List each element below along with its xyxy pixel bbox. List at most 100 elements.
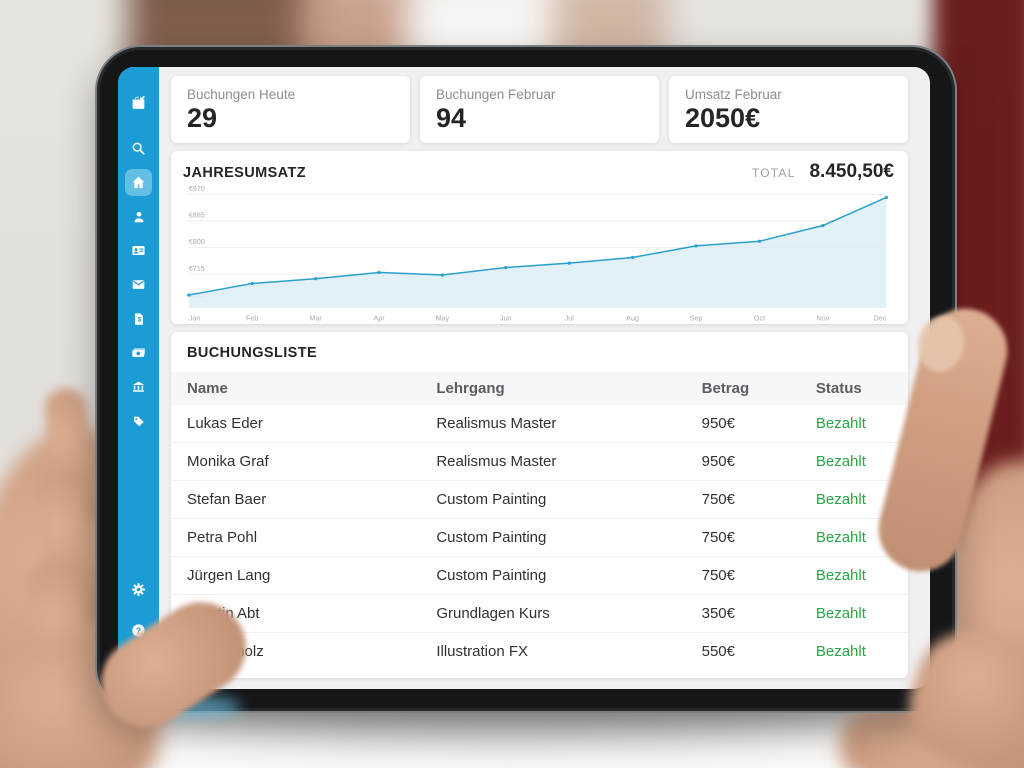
cell-betrag: 750€: [701, 567, 735, 584]
cell-status: Bezahlt: [815, 415, 866, 432]
svg-text:?: ?: [136, 625, 141, 635]
sidebar-item-home[interactable]: [125, 169, 152, 196]
column-header-betrag: Betrag: [701, 380, 750, 397]
chart-point: [757, 239, 762, 243]
x-tick-label: Dec: [874, 314, 887, 322]
svg-text:$: $: [137, 316, 141, 323]
sidebar-item-payments[interactable]: [125, 339, 152, 366]
y-tick-label: €715: [189, 265, 205, 273]
cell-name: Stefan Baer: [187, 491, 267, 508]
chart-point: [631, 255, 635, 260]
mail-icon: [131, 277, 146, 292]
y-tick-label: €970: [189, 185, 205, 193]
x-tick-label: Sep: [690, 314, 703, 322]
sidebar-bottom: ?: [125, 572, 152, 677]
sidebar-item-contacts[interactable]: [125, 237, 152, 264]
cell-name: Monika Graf: [187, 453, 269, 470]
cell-name: Udo Scholz: [187, 643, 264, 660]
cell-lehrgang: Illustration FX: [436, 643, 529, 660]
cell-status: Bezahlt: [815, 491, 866, 508]
x-tick-label: Oct: [754, 314, 765, 322]
table-row[interactable]: Stefan Baer Custom Painting 750€ Bezahlt: [171, 481, 908, 519]
chart-point: [504, 265, 508, 270]
x-tick-label: Jun: [500, 314, 512, 322]
x-tick-label: Apr: [373, 314, 385, 322]
x-tick-label: Mar: [309, 314, 322, 322]
chart-total: TOTAL 8.450,50€: [752, 161, 894, 183]
y-tick-label: €800: [189, 238, 205, 246]
table-row[interactable]: Lukas Eder Realismus Master 950€ Bezahlt: [171, 405, 908, 443]
stat-label: Buchungen Heute: [187, 87, 296, 102]
search-icon: [131, 141, 146, 156]
chart-header: JAHRESUMSATZ TOTAL 8.450,50€: [183, 161, 894, 183]
x-tick-label: Nov: [816, 314, 829, 322]
table-title: BUCHUNGSLISTE: [187, 345, 318, 361]
dashboard-main: Buchungen Heute 29 Buchungen Februar 94 …: [159, 67, 930, 689]
cell-betrag: 550€: [701, 643, 735, 660]
chart-point: [884, 195, 888, 200]
cell-name: Kerstin Abt: [187, 605, 260, 622]
table-row[interactable]: Udo Scholz Illustration FX 550€ Bezahlt: [171, 633, 908, 670]
sidebar-item-help[interactable]: ?: [125, 617, 152, 644]
stat-label: Buchungen Februar: [436, 87, 556, 102]
chart-area: [188, 197, 887, 309]
user-icon: [132, 210, 146, 224]
sidebar-item-tags[interactable]: [125, 407, 152, 434]
bank-icon: [131, 379, 146, 394]
cell-betrag: 350€: [701, 605, 735, 622]
chart-point: [377, 270, 381, 275]
cell-name: Lukas Eder: [187, 415, 263, 432]
settings-icon: [131, 582, 146, 597]
sidebar-item-logo[interactable]: [125, 89, 152, 116]
sidebar-item-mail[interactable]: [125, 271, 152, 298]
help-icon: ?: [131, 623, 146, 638]
annual-revenue-chart-card: JAHRESUMSATZ TOTAL 8.450,50€ €630€715€80…: [171, 151, 908, 324]
cell-name: Jürgen Lang: [187, 567, 271, 584]
cell-lehrgang: Grundlagen Kurs: [436, 605, 550, 622]
chart-point: [821, 223, 825, 228]
table-row[interactable]: Jürgen Lang Custom Painting 750€ Bezahlt: [171, 557, 908, 595]
user-avatar[interactable]: [127, 654, 150, 677]
table-row[interactable]: Petra Pohl Custom Painting 750€ Bezahlt: [171, 519, 908, 557]
sidebar-item-profile[interactable]: [125, 203, 152, 230]
stat-card-bookings-today: Buchungen Heute 29: [171, 76, 410, 143]
total-value: 8.450,50€: [809, 161, 894, 182]
cell-status: Bezahlt: [815, 453, 866, 470]
chart-point: [250, 281, 254, 286]
x-tick-label: Feb: [246, 314, 258, 322]
cell-status: Bezahlt: [815, 529, 866, 546]
booking-list-card: BUCHUNGSLISTE Name Lehrgang Betrag Statu…: [171, 332, 908, 678]
chart-point: [313, 277, 318, 281]
money-icon: [131, 345, 146, 360]
logo-check-icon: [130, 94, 147, 111]
column-header-status: Status: [815, 380, 862, 397]
left-hand-finger: [42, 386, 100, 530]
cell-betrag: 950€: [701, 453, 735, 470]
stat-value: 2050€: [685, 103, 761, 133]
home-icon: [131, 175, 146, 190]
cell-lehrgang: Custom Painting: [436, 567, 547, 584]
x-tick-label: Aug: [626, 314, 639, 322]
stat-card-bookings-february: Buchungen Februar 94: [420, 76, 659, 143]
table-row[interactable]: Kerstin Abt Grundlagen Kurs 350€ Bezahlt: [171, 595, 908, 633]
stat-card-revenue-february: Umsatz Februar 2050€: [669, 76, 908, 143]
cell-betrag: 950€: [701, 415, 735, 432]
x-tick-label: May: [436, 314, 450, 322]
chart-point: [187, 293, 191, 297]
table-row[interactable]: Monika Graf Realismus Master 950€ Bezahl…: [171, 443, 908, 481]
cell-status: Bezahlt: [815, 567, 866, 584]
tablet-bezel: $: [95, 45, 957, 713]
cell-betrag: 750€: [701, 529, 735, 546]
sidebar-item-invoices[interactable]: $: [125, 305, 152, 332]
column-header-lehrgang: Lehrgang: [436, 380, 505, 397]
x-tick-label: Jan: [189, 314, 201, 322]
cell-lehrgang: Custom Painting: [436, 529, 547, 546]
sidebar-item-settings[interactable]: [125, 576, 152, 603]
cell-name: Petra Pohl: [187, 529, 258, 546]
x-tick-label: Jul: [565, 314, 575, 322]
sidebar-item-search[interactable]: [125, 135, 152, 162]
tag-icon: [132, 414, 146, 428]
sidebar-item-bank[interactable]: [125, 373, 152, 400]
cell-lehrgang: Realismus Master: [436, 453, 557, 470]
cell-status: Bezahlt: [815, 605, 866, 622]
